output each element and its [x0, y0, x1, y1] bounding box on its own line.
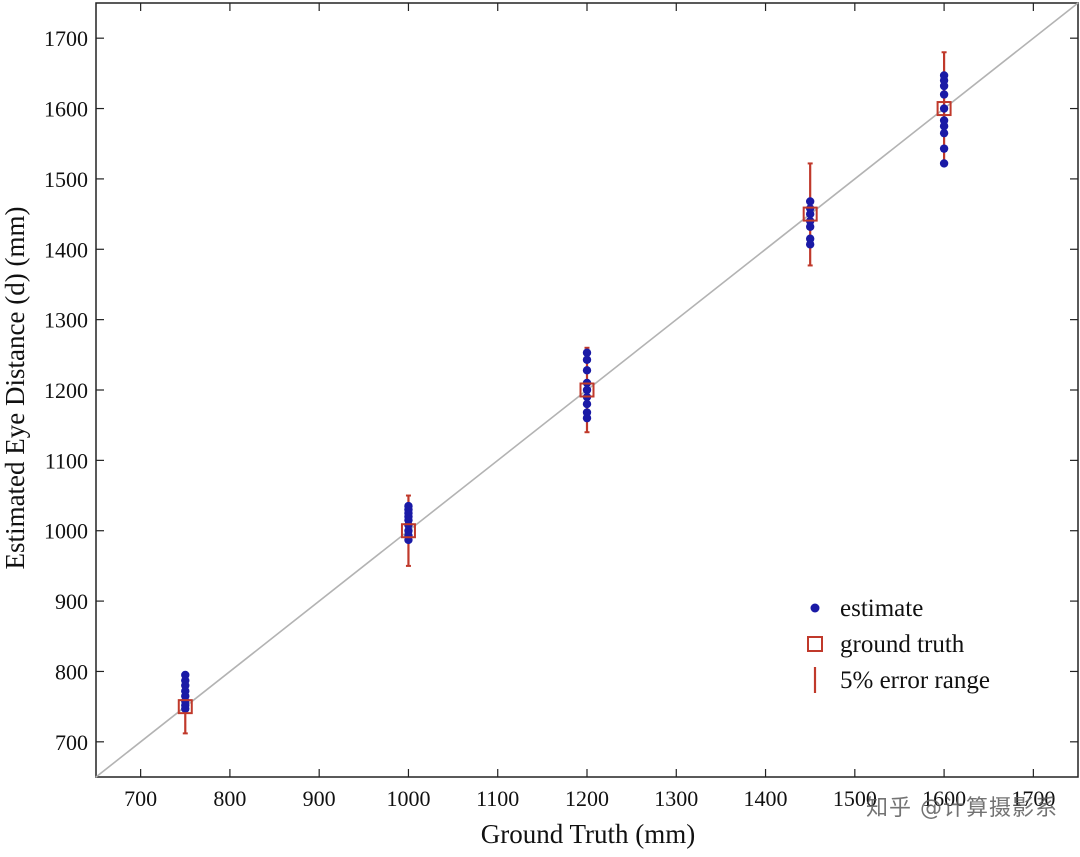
x-tick-label: 1500: [833, 786, 877, 811]
estimate-point: [582, 366, 592, 375]
y-tick-label: 1400: [44, 237, 88, 262]
ground-truth-marker: [936, 101, 952, 117]
y-tick-label: 1700: [44, 26, 88, 51]
estimate-point: [582, 413, 592, 423]
x-tick-label: 1600: [922, 786, 966, 811]
estimate-point: [582, 355, 592, 364]
legend-error-range-label: 5% error range: [840, 667, 990, 694]
legend-estimate-symbol: [810, 603, 820, 613]
y-tick-label: 1200: [44, 378, 88, 403]
estimate-point: [939, 90, 949, 99]
x-tick-label: 900: [303, 786, 336, 811]
y-tick-label: 1600: [44, 97, 88, 122]
estimate-point: [939, 159, 949, 168]
estimate-point: [582, 399, 592, 409]
x-tick-label: 1700: [1011, 786, 1055, 811]
y-tick-label: 1000: [44, 519, 88, 544]
x-axis-title: Ground Truth (mm): [481, 819, 696, 849]
estimate-point: [939, 104, 949, 113]
y-axis-title: Estimated Eye Distance (d) (mm): [0, 207, 30, 570]
estimate-point: [939, 121, 949, 131]
estimate-point: [805, 222, 815, 231]
y-tick-label: 1500: [44, 167, 88, 192]
estimate-point: [805, 197, 815, 206]
x-tick-label: 1400: [744, 786, 788, 811]
estimate-point: [582, 385, 592, 395]
x-tick-label: 1000: [386, 786, 430, 811]
plot-layer: 700 800 900 1000 1100 1200 1300 1400 1500 1600 170…: [44, 2, 1079, 811]
ground-truth-marker: [579, 382, 595, 398]
estimate-point: [939, 81, 949, 91]
estimate-point: [805, 240, 815, 249]
legend-ground-truth-symbol: [807, 636, 823, 652]
y-tick-label: 900: [55, 589, 88, 614]
y-tick-label: 800: [55, 659, 88, 684]
legend-ground-truth-label: ground truth: [840, 631, 965, 658]
y-tick-label: 1100: [45, 448, 88, 473]
estimate-point: [582, 348, 592, 357]
legend-estimate-label: estimate: [840, 595, 923, 622]
watermark: 知乎 @计算摄影系: [866, 796, 1058, 821]
y-tick-label: 700: [55, 730, 88, 755]
x-tick-label: 700: [124, 786, 157, 811]
ground-truth-marker: [802, 206, 818, 222]
estimate-point: [939, 128, 949, 138]
x-tick-label: 1200: [565, 786, 609, 811]
ground-truth-marker: [177, 699, 193, 715]
estimate-point: [939, 144, 949, 153]
x-tick-label: 1300: [654, 786, 698, 811]
x-tick-label: 1100: [476, 786, 519, 811]
ground-truth-marker: [400, 523, 416, 539]
y-tick-label: 1300: [44, 308, 88, 333]
x-tick-label: 800: [213, 786, 246, 811]
estimate-point: [805, 209, 815, 219]
estimate-point: [181, 704, 190, 713]
